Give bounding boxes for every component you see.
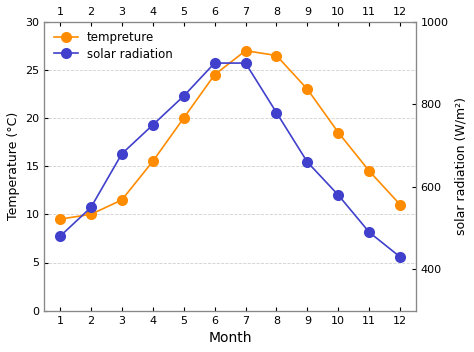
solar radiation — [243, 61, 248, 65]
tempreture — [243, 49, 248, 53]
solar radiation — [366, 230, 372, 234]
tempreture — [366, 169, 372, 173]
tempreture — [336, 130, 341, 134]
tempreture — [304, 87, 310, 91]
solar radiation — [88, 205, 94, 209]
tempreture — [150, 159, 155, 164]
tempreture — [57, 217, 63, 221]
tempreture — [212, 73, 218, 77]
solar radiation — [181, 94, 186, 98]
solar radiation — [397, 255, 403, 259]
solar radiation — [119, 152, 125, 156]
solar radiation — [212, 61, 218, 65]
Legend: tempreture, solar radiation: tempreture, solar radiation — [50, 28, 176, 64]
tempreture — [119, 198, 125, 202]
tempreture — [88, 212, 94, 216]
solar radiation — [336, 193, 341, 197]
solar radiation — [304, 160, 310, 164]
X-axis label: Month: Month — [208, 331, 252, 345]
Y-axis label: Temperature (°C): Temperature (°C) — [7, 112, 20, 220]
tempreture — [273, 54, 279, 58]
tempreture — [397, 203, 403, 207]
Line: solar radiation: solar radiation — [55, 57, 406, 263]
Y-axis label: solar radiation (W/m²): solar radiation (W/m²) — [454, 97, 467, 235]
solar radiation — [150, 123, 155, 127]
solar radiation — [57, 234, 63, 238]
Line: tempreture: tempreture — [55, 45, 406, 225]
solar radiation — [273, 111, 279, 115]
tempreture — [181, 116, 186, 120]
